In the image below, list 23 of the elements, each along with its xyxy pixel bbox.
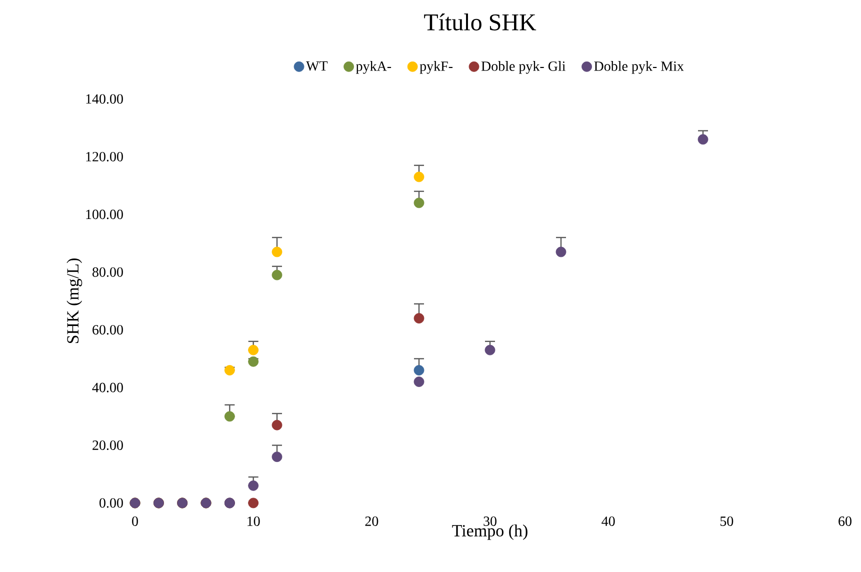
y-tick-label: 140.00 bbox=[86, 94, 123, 104]
y-tick-label: 120.00 bbox=[86, 152, 123, 162]
x-tick-label: 20 bbox=[365, 516, 378, 526]
x-tick-label: 50 bbox=[720, 516, 734, 526]
y-tick-label: 40.00 bbox=[92, 382, 123, 392]
x-tick-label: 10 bbox=[248, 516, 260, 526]
legend-label: WT bbox=[306, 61, 328, 71]
x-tick-label: 40 bbox=[602, 516, 615, 526]
legend-label: Doble pyk- Mix bbox=[594, 61, 684, 74]
x-tick-label: 30 bbox=[484, 516, 496, 526]
legend-label: pykF- bbox=[420, 61, 452, 74]
y-tick-label: 100.00 bbox=[86, 210, 123, 220]
y-tick-label: 80.00 bbox=[92, 267, 123, 277]
y-tick-label: 20.00 bbox=[92, 440, 123, 450]
x-tick-label: 0 bbox=[132, 516, 138, 526]
y-tick-label: 60.00 bbox=[92, 325, 123, 335]
legend-label: Doble pyk- Gli bbox=[481, 61, 566, 74]
legend-label: pykA- bbox=[356, 61, 392, 74]
chart-title: Título SHK bbox=[424, 14, 536, 30]
x-tick-label: 60 bbox=[838, 516, 852, 526]
x-axis-title: Tiempo (h) bbox=[452, 524, 528, 540]
y-tick-label: 0.00 bbox=[100, 498, 123, 508]
y-axis-title: SHK (mg/L) bbox=[66, 258, 82, 344]
